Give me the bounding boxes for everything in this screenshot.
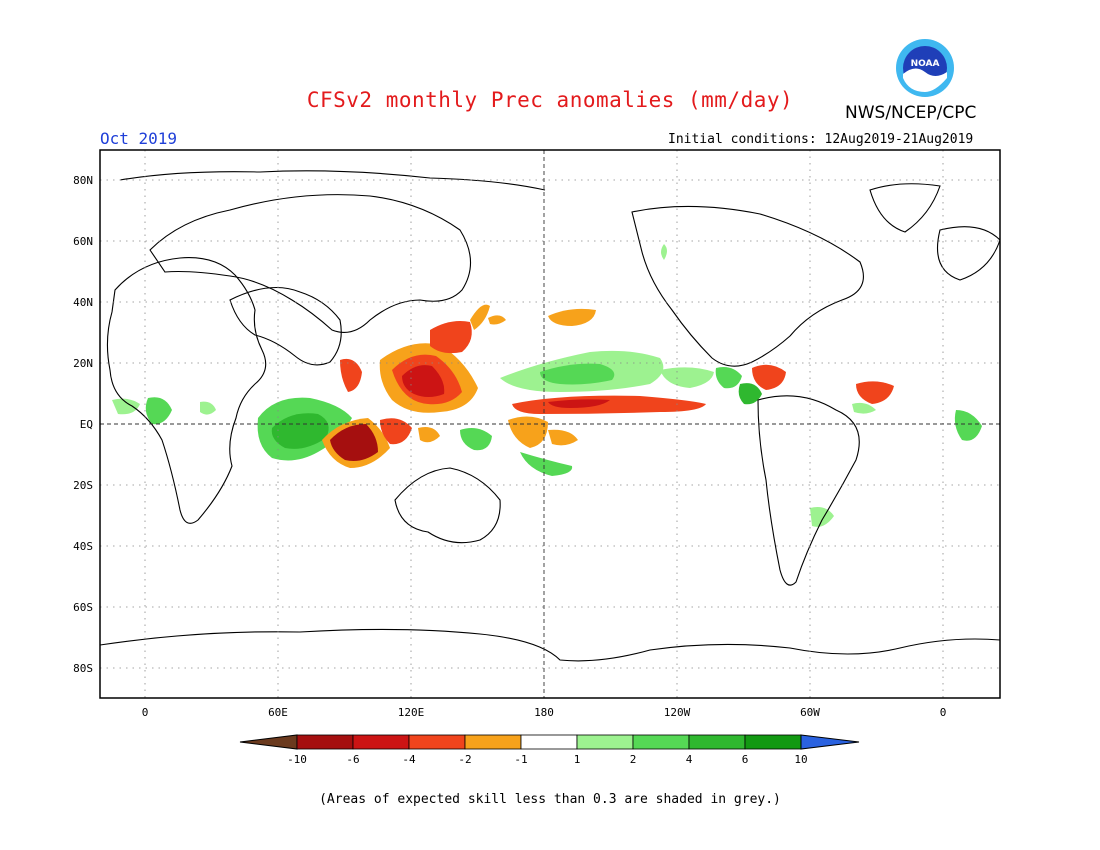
lon-label: 120W	[664, 706, 691, 719]
forecast-month: Oct 2019	[100, 129, 178, 148]
australia-outline	[394, 467, 501, 544]
lat-label: 40S	[73, 540, 93, 553]
anomaly-shading	[112, 244, 982, 527]
lat-label: 20S	[73, 479, 93, 492]
noaa-logo: NOAA	[896, 39, 954, 97]
map-title: CFSv2 monthly Prec anomalies (mm/day)	[306, 88, 794, 112]
lat-label: 80S	[73, 662, 93, 675]
lon-label: 60W	[800, 706, 820, 719]
eurasia-outline	[149, 194, 472, 333]
lon-label: 0	[940, 706, 947, 719]
lat-label: EQ	[80, 418, 93, 431]
noaa-logo-text: NOAA	[911, 59, 940, 69]
arctic-coast-outline	[119, 170, 546, 191]
initial-conditions: Initial conditions: 12Aug2019-21Aug2019	[668, 132, 974, 147]
lat-label: 60S	[73, 601, 93, 614]
arabia-india-outline	[229, 287, 342, 366]
latitude-labels: 80N 60N 40N 20N EQ 20S 40S 60S 80S	[73, 174, 93, 675]
longitude-labels: 0 60E 120E 180 120W 60W 0	[142, 706, 947, 719]
map-frame	[99, 149, 1001, 699]
lon-label: 120E	[398, 706, 425, 719]
graticule	[100, 150, 1000, 698]
lat-label: 40N	[73, 296, 93, 309]
lon-label: 0	[142, 706, 149, 719]
south-america-outline	[757, 395, 860, 586]
greenland-outline	[869, 183, 941, 233]
lat-label: 80N	[73, 174, 93, 187]
lat-label: 60N	[73, 235, 93, 248]
europe-east-outline	[936, 226, 1000, 281]
lon-label: 60E	[268, 706, 288, 719]
skill-footnote: (Areas of expected skill less than 0.3 a…	[319, 792, 781, 807]
continent-outlines	[100, 170, 1000, 662]
org-label: NWS/NCEP/CPC	[845, 103, 977, 123]
lat-label: 20N	[73, 357, 93, 370]
north-america-outline	[631, 205, 864, 367]
lon-label: 180	[534, 706, 554, 719]
antarctica-outline	[100, 628, 1000, 662]
equator-dateline	[100, 150, 1000, 698]
